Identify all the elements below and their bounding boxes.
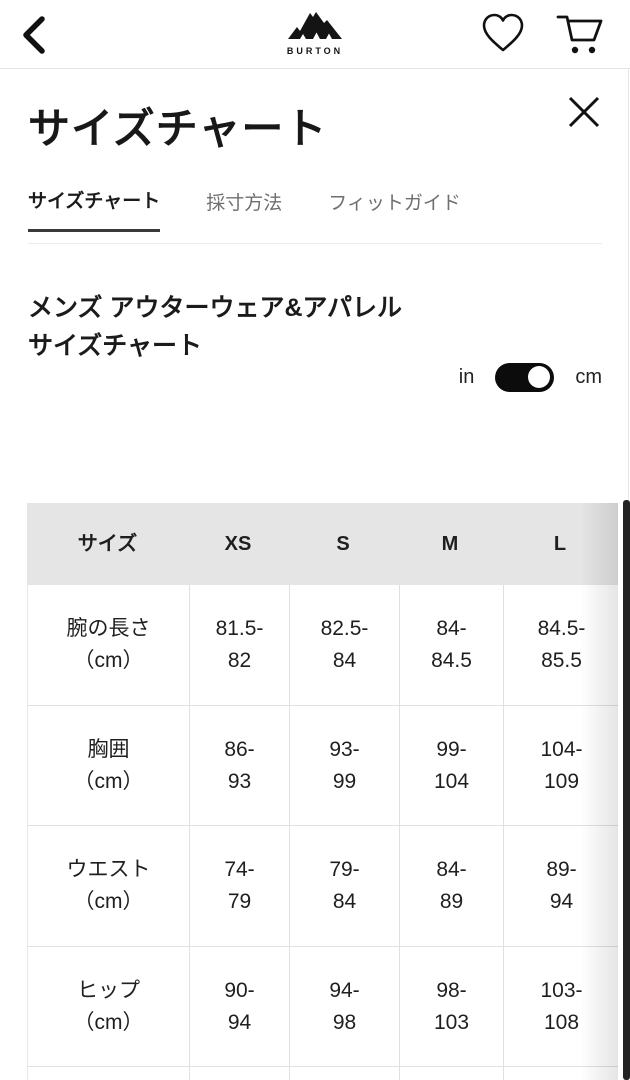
table-row-hip: ヒップ （cm） 90- 94 94- 98 98- 103 103- 108 <box>27 947 618 1067</box>
header-m: M <box>441 533 459 555</box>
size-chart-tabs: サイズチャート 採寸方法 フィットガイド <box>28 186 461 232</box>
burton-logo[interactable]: BURTON <box>283 8 347 56</box>
tab-measuring-method[interactable]: 採寸方法 <box>206 186 282 232</box>
cell-value: 82.5- 84 <box>289 585 399 705</box>
cell-value: 84- 89 <box>399 826 503 946</box>
cell-value: 86- 93 <box>189 706 289 825</box>
cell-value: 94- 98 <box>289 947 399 1066</box>
table-row-arm-length: 腕の長さ （cm） 81.5- 82 82.5- 84 84- 84.5 84.… <box>27 585 618 706</box>
unit-toggle-switch[interactable] <box>495 362 555 392</box>
scrollbar-thumb[interactable] <box>623 500 630 1080</box>
cell-value: 84- 84.5 <box>399 585 503 705</box>
cell-value: 93- 99 <box>289 706 399 825</box>
cell-value: 89- 94 <box>503 826 619 946</box>
cell-value: 84.5- 85.5 <box>503 585 619 705</box>
back-button[interactable] <box>18 14 50 56</box>
header-s: S <box>336 533 350 555</box>
tab-fit-guide[interactable]: フィットガイド <box>328 186 461 232</box>
row-label: ウエスト （cm） <box>66 858 151 913</box>
unit-label-cm: cm <box>575 366 602 388</box>
row-label: 腕の長さ （cm） <box>66 617 151 672</box>
cart-button[interactable] <box>552 9 608 61</box>
wishlist-button[interactable] <box>478 11 528 57</box>
table-row-partial <box>27 1067 618 1080</box>
cell-value: 103- 108 <box>503 947 619 1066</box>
size-chart-table[interactable]: サイズ XS S M L 腕の長さ （cm） 81.5- 82 82.5- 84… <box>27 503 618 1080</box>
toggle-knob <box>528 366 551 388</box>
section-heading: メンズ アウターウェア&アパレル サイズチャート <box>28 294 403 360</box>
tab-size-chart[interactable]: サイズチャート <box>28 186 161 232</box>
header-size: サイズ <box>77 533 138 555</box>
row-label: ヒップ （cm） <box>73 978 144 1034</box>
unit-label-in: in <box>458 366 475 388</box>
shopping-cart-icon <box>554 15 606 62</box>
cell-value: 81.5- 82 <box>189 585 289 705</box>
table-header-row: サイズ XS S M L <box>27 503 618 585</box>
heart-icon <box>480 13 526 57</box>
table-row-chest: 胸囲 （cm） 86- 93 93- 99 99- 104 104- 109 <box>27 706 618 826</box>
header-l: L <box>553 533 567 555</box>
close-icon <box>565 96 603 134</box>
page-title: サイズチャート <box>28 105 328 152</box>
brand-name: BURTON <box>286 46 344 56</box>
top-navigation-bar: BURTON <box>0 0 630 69</box>
close-button[interactable] <box>564 93 604 133</box>
tabs-divider <box>28 243 602 244</box>
cell-value: 74- 79 <box>189 826 289 946</box>
table-row-waist: ウエスト （cm） 74- 79 79- 84 84- 89 89- 94 <box>27 826 618 947</box>
cell-value: 98- 103 <box>399 947 503 1066</box>
chevron-left-icon <box>18 16 50 59</box>
mountain-icon <box>283 8 347 44</box>
cell-value: 99- 104 <box>399 706 503 825</box>
row-label: 胸囲 （cm） <box>73 737 144 793</box>
unit-toggle-row: in cm <box>459 362 602 392</box>
cell-value: 79- 84 <box>289 826 399 946</box>
cell-value: 104- 109 <box>503 706 619 825</box>
header-xs: XS <box>224 533 252 555</box>
cell-value: 90- 94 <box>189 947 289 1066</box>
